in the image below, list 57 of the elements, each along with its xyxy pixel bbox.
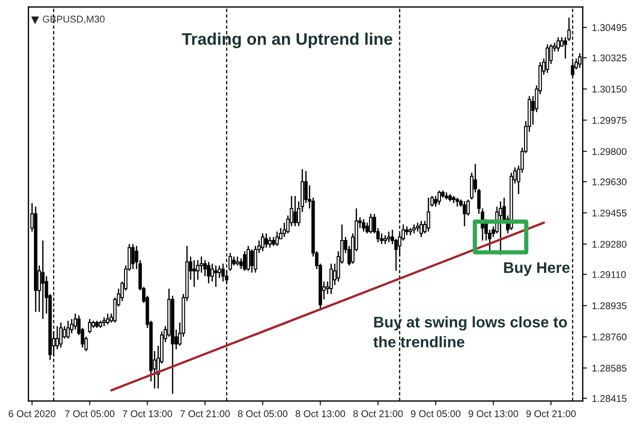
candlestick bbox=[74, 313, 77, 330]
candlestick bbox=[387, 230, 391, 243]
candlestick bbox=[438, 190, 441, 206]
x-tick-label: 8 Oct 21:00 bbox=[353, 410, 403, 418]
y-tick-label: 1.29455 bbox=[592, 210, 626, 216]
y-tick-label: 1.29975 bbox=[592, 116, 626, 124]
candlestick bbox=[242, 250, 246, 272]
candlestick bbox=[293, 195, 297, 227]
candlestick bbox=[498, 200, 502, 256]
annotation: Buy Here bbox=[504, 262, 570, 276]
x-tick-label: 9 Oct 13:00 bbox=[468, 410, 518, 418]
y-tick-label: 1.28585 bbox=[592, 364, 626, 372]
candlestick bbox=[329, 263, 333, 295]
candlestick bbox=[192, 260, 196, 288]
x-tick-label: 8 Oct 05:00 bbox=[238, 410, 288, 418]
candlestick bbox=[462, 200, 466, 227]
candlestick bbox=[275, 230, 279, 246]
y-tick-label: 1.29280 bbox=[592, 240, 626, 248]
x-tick-label: 7 Oct 05:00 bbox=[65, 410, 114, 418]
candlestick bbox=[260, 232, 264, 252]
y-tick-label: 1.29800 bbox=[592, 148, 626, 155]
y-tick-label: 1.28935 bbox=[592, 302, 626, 310]
x-tick-label: 7 Oct 21:00 bbox=[180, 410, 230, 418]
x-tick-label: 8 Oct 13:00 bbox=[296, 410, 346, 418]
candlestick bbox=[264, 232, 268, 248]
text: Trading on an Uptrend line bbox=[182, 32, 392, 48]
candlestick bbox=[56, 325, 59, 350]
candlestick bbox=[88, 318, 92, 334]
text: GBPUSD,M30 bbox=[42, 16, 105, 24]
candlestick bbox=[66, 320, 70, 340]
x-tick-label: 9 Oct 21:00 bbox=[526, 410, 576, 418]
candlestick bbox=[106, 313, 110, 325]
y-tick-label: 1.30150 bbox=[592, 86, 626, 93]
candlestick bbox=[250, 248, 254, 274]
candlestick bbox=[239, 258, 243, 270]
y-tick-label: 1.28760 bbox=[592, 334, 626, 340]
candlestick bbox=[59, 322, 63, 348]
x-tick-label: 7 Oct 13:00 bbox=[122, 410, 172, 418]
candlestick bbox=[41, 240, 45, 320]
candlestick bbox=[268, 236, 272, 248]
candlestick bbox=[546, 44, 550, 74]
candlestick bbox=[556, 36, 560, 52]
candlestick bbox=[214, 264, 218, 288]
candlestick bbox=[362, 218, 366, 232]
y-tick-label: 1.30325 bbox=[592, 54, 626, 62]
y-tick-label: 1.30495 bbox=[592, 24, 626, 32]
candlestick bbox=[206, 261, 210, 284]
candlestick bbox=[369, 213, 373, 234]
x-tick-label: 6 Oct 2020 bbox=[8, 410, 56, 418]
candlestick bbox=[246, 245, 250, 272]
y-tick-label: 1.29110 bbox=[592, 271, 626, 278]
y-tick-label: 1.29630 bbox=[592, 178, 626, 186]
candlestick bbox=[131, 243, 135, 270]
y-tick-label: 1.28415 bbox=[592, 395, 626, 402]
annotation: Buy at swing lows close to the trendline bbox=[373, 316, 567, 348]
candlestick bbox=[420, 220, 423, 238]
x-tick-label: 9 Oct 05:00 bbox=[410, 410, 460, 418]
